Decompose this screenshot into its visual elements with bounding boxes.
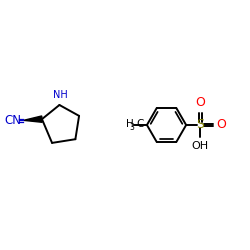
Text: H: H	[126, 119, 134, 129]
Text: C: C	[137, 119, 144, 129]
Text: CN: CN	[5, 114, 22, 127]
Text: 3: 3	[129, 123, 134, 132]
Text: S: S	[196, 118, 204, 131]
Text: O: O	[196, 96, 205, 109]
Text: NH: NH	[53, 90, 68, 100]
Text: O: O	[216, 118, 226, 132]
Polygon shape	[24, 116, 42, 122]
Text: OH: OH	[192, 141, 209, 151]
